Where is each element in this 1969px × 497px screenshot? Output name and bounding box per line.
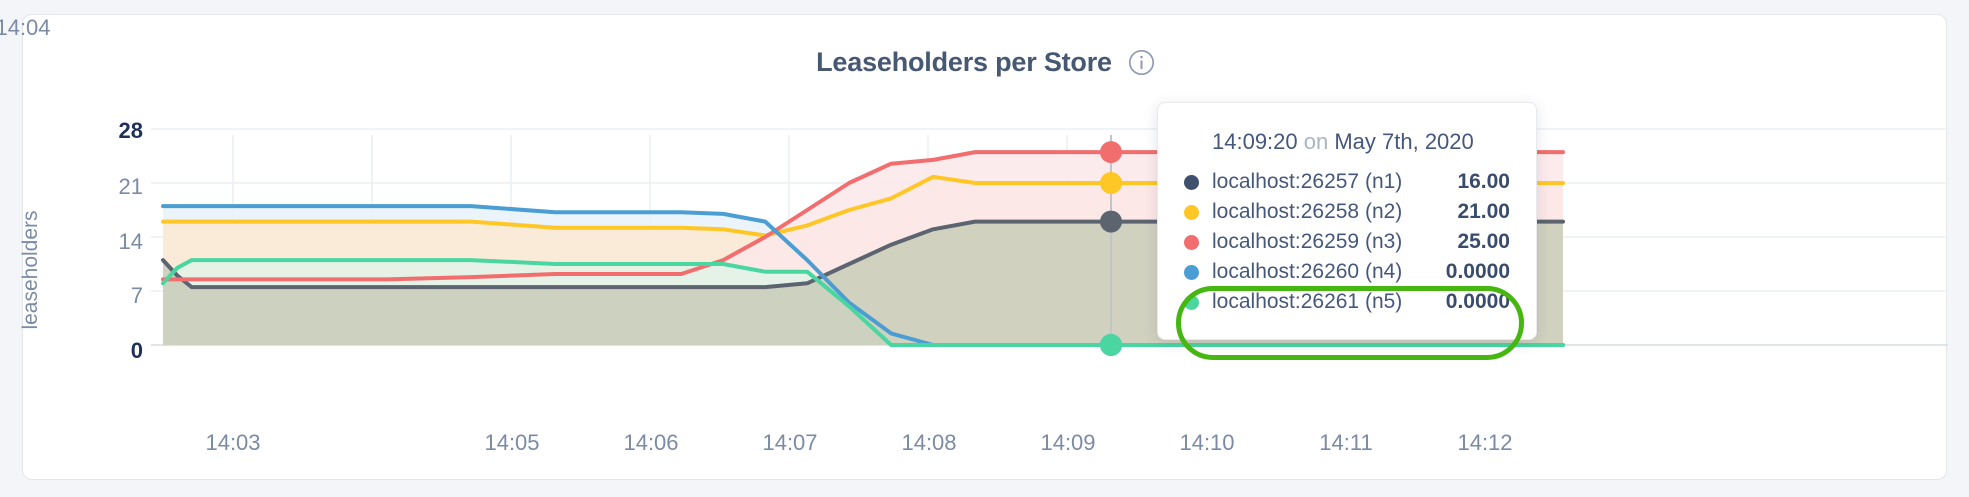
tooltip-on: on: [1297, 129, 1335, 154]
x-tick-1411: 14:11: [1319, 430, 1373, 455]
hover-marker-n3: [1100, 141, 1122, 164]
hover-tooltip: 14:09:20 on May 7th, 2020 localhost:2625…: [1157, 102, 1537, 360]
y-tick-0: 0: [130, 338, 143, 363]
series-dot-n4: [1184, 264, 1199, 280]
x-tick-1406: 14:06: [623, 430, 679, 455]
series-label-n1: localhost:26257 (n1): [1212, 170, 1403, 193]
x-tick-1407: 14:07: [762, 430, 818, 455]
tooltip-time: 14:09:20: [1212, 129, 1298, 154]
line-n1: [161, 219, 1565, 290]
tooltip-date: May 7th, 2020: [1334, 129, 1474, 154]
series-dot-n5: [1184, 294, 1199, 310]
line-n5: [161, 258, 1565, 347]
hover-markers: [1100, 141, 1122, 356]
tooltip-row-n1: localhost:26257 (n1) 16.00: [1184, 167, 1510, 197]
series-label-n2: localhost:26258 (n2): [1212, 200, 1403, 223]
series-label-n3: localhost:26259 (n3): [1212, 230, 1403, 253]
series-value-n3: 25.00: [1457, 230, 1510, 253]
series-lines: [161, 150, 1565, 347]
series-value-n5: 0.0000: [1445, 290, 1510, 313]
series-label-n5: localhost:26261 (n5): [1212, 290, 1403, 313]
chart-canvas[interactable]: [23, 15, 1948, 481]
series-value-n4: 0.0000: [1445, 260, 1510, 283]
hover-marker-n1: [1100, 210, 1122, 233]
chart-header: Leaseholders per Store: [23, 47, 1948, 78]
y-tick-28: 28: [118, 118, 143, 143]
series-label-n4: localhost:26260 (n4): [1212, 260, 1403, 283]
tooltip-timestamp: 14:09:20 on May 7th, 2020: [1212, 129, 1510, 155]
page-title: Leaseholders per Store: [816, 47, 1112, 77]
series-dot-n1: [1184, 174, 1199, 190]
tooltip-row-n5: localhost:26261 (n5) 0.0000: [1184, 287, 1510, 317]
line-n3: [161, 150, 1565, 282]
x-tick-1408: 14:08: [901, 430, 957, 455]
x-tick-1409: 14:09: [1040, 430, 1096, 455]
x-tick-1403: 14:03: [205, 430, 261, 455]
hover-marker-n2: [1100, 172, 1122, 194]
info-icon[interactable]: [1128, 49, 1155, 76]
y-tick-21: 21: [118, 174, 143, 199]
x-tick-1404: 14:04: [0, 15, 51, 40]
x-tick-1410: 14:10: [1179, 430, 1235, 455]
hover-marker-n5: [1100, 334, 1122, 356]
y-tick-7: 7: [130, 283, 143, 308]
series-dot-n2: [1184, 204, 1199, 220]
series-value-n2: 21.00: [1457, 200, 1510, 223]
tooltip-row-n4: localhost:26260 (n4) 0.0000: [1184, 257, 1510, 287]
x-tick-1405: 14:05: [484, 430, 540, 455]
y-tick-14: 14: [118, 229, 143, 254]
series-value-n1: 16.00: [1457, 170, 1510, 193]
x-tick-1412: 14:12: [1457, 430, 1513, 455]
tooltip-row-n3: localhost:26259 (n3) 25.00: [1184, 227, 1510, 257]
plot-area: leaseholders 28 21 14 7 0 14:03 14:04 14…: [0, 15, 1948, 481]
tooltip-row-n2: localhost:26258 (n2) 21.00: [1184, 197, 1510, 227]
series-dot-n3: [1184, 234, 1199, 250]
chart-card: Leaseholders per Store leaseholders 28 2…: [0, 14, 1948, 481]
